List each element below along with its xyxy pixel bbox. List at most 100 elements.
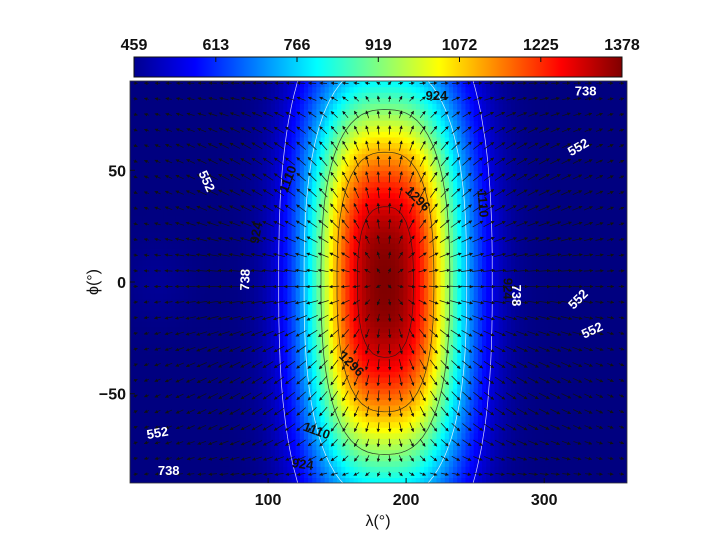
heatmap-cell xyxy=(353,209,359,216)
heatmap-cell xyxy=(312,187,317,194)
heatmap-cell xyxy=(374,254,380,261)
heatmap-cell xyxy=(361,427,367,434)
heatmap-cell xyxy=(245,282,251,289)
heatmap-cell xyxy=(250,259,255,266)
heatmap-cell xyxy=(353,326,359,333)
heatmap-cell xyxy=(187,209,193,216)
heatmap-cell xyxy=(395,203,400,211)
heatmap-cell xyxy=(366,103,371,110)
heatmap-cell xyxy=(374,209,380,216)
heatmap-cell xyxy=(395,153,400,160)
heatmap-cell xyxy=(299,203,305,211)
heatmap-cell xyxy=(316,175,322,183)
heatmap-cell xyxy=(250,148,255,155)
heatmap-cell xyxy=(237,164,243,171)
heatmap-cell xyxy=(312,388,317,395)
heatmap-cell xyxy=(361,287,367,294)
heatmap-cell xyxy=(138,86,144,93)
heatmap-cell xyxy=(250,81,255,88)
heatmap-cell xyxy=(142,209,148,216)
heatmap-cell xyxy=(221,365,226,372)
heatmap-cell xyxy=(349,97,355,104)
heatmap-cell xyxy=(345,209,351,216)
heatmap-cell xyxy=(341,404,346,412)
heatmap-cell xyxy=(274,248,280,255)
heatmap-cell xyxy=(134,337,139,345)
heatmap-cell xyxy=(237,175,243,183)
heatmap-cell xyxy=(361,276,367,283)
heatmap-cell xyxy=(274,209,280,216)
heatmap-cell xyxy=(328,164,334,171)
heatmap-cell xyxy=(403,103,409,110)
heatmap-cell xyxy=(192,92,197,99)
heatmap-cell xyxy=(250,443,255,451)
heatmap-cell xyxy=(225,404,230,412)
heatmap-cell xyxy=(353,421,359,428)
heatmap-cell xyxy=(337,226,342,233)
heatmap-cell xyxy=(175,449,181,456)
heatmap-cell xyxy=(332,471,338,479)
heatmap-cell xyxy=(395,382,400,389)
heatmap-cell xyxy=(403,282,409,289)
heatmap-cell xyxy=(407,220,413,227)
heatmap-cell xyxy=(357,170,363,177)
heatmap-cell xyxy=(163,187,168,194)
heatmap-cell xyxy=(370,321,375,328)
heatmap-cell xyxy=(395,455,400,462)
heatmap-cell xyxy=(233,120,239,127)
heatmap-cell xyxy=(361,293,367,300)
heatmap-cell xyxy=(295,114,301,121)
heatmap-cell xyxy=(349,142,355,149)
heatmap-cell xyxy=(179,309,185,317)
heatmap-cell xyxy=(370,332,375,339)
heatmap-cell xyxy=(378,404,384,412)
heatmap-cell xyxy=(158,382,164,389)
heatmap-cell xyxy=(163,198,168,205)
heatmap-cell xyxy=(283,203,288,211)
heatmap-cell xyxy=(142,410,148,417)
heatmap-cell xyxy=(378,443,384,451)
heatmap-cell xyxy=(192,282,197,289)
heatmap-cell xyxy=(167,203,173,211)
heatmap-cell xyxy=(328,438,334,445)
heatmap-cell xyxy=(146,443,152,451)
heatmap-cell xyxy=(171,432,177,439)
heatmap-cell xyxy=(221,125,226,132)
heatmap-cell xyxy=(382,220,388,227)
heatmap-cell xyxy=(138,388,144,395)
heatmap-cell xyxy=(353,81,359,88)
heatmap-cell xyxy=(270,114,276,121)
heatmap-cell xyxy=(258,92,264,99)
heatmap-cell xyxy=(225,270,230,278)
heatmap-cell xyxy=(138,393,144,400)
heatmap-cell xyxy=(171,187,177,194)
heatmap-cell xyxy=(390,432,396,439)
heatmap-cell xyxy=(361,354,367,361)
heatmap-cell xyxy=(411,360,417,367)
heatmap-cell xyxy=(374,192,380,199)
heatmap-cell xyxy=(130,332,135,339)
heatmap-cell xyxy=(407,421,413,428)
heatmap-cell xyxy=(241,220,247,227)
heatmap-cell xyxy=(270,270,276,278)
heatmap-cell xyxy=(382,215,388,222)
heatmap-cell xyxy=(291,242,297,250)
heatmap-cell xyxy=(229,114,235,121)
heatmap-cell xyxy=(258,399,264,406)
heatmap-cell xyxy=(258,276,264,283)
heatmap-cell xyxy=(332,265,338,272)
heatmap-cell xyxy=(138,332,144,339)
heatmap-cell xyxy=(283,309,288,317)
heatmap-cell xyxy=(353,181,359,188)
heatmap-cell xyxy=(154,304,160,311)
heatmap-cell xyxy=(279,270,284,278)
heatmap-cell xyxy=(262,298,268,305)
heatmap-cell xyxy=(386,86,392,93)
heatmap-cell xyxy=(366,242,371,250)
heatmap-cell xyxy=(158,86,164,93)
heatmap-cell xyxy=(279,466,284,473)
heatmap-cell xyxy=(295,376,301,384)
heatmap-cell xyxy=(316,136,322,144)
heatmap-cell xyxy=(192,343,197,350)
heatmap-cell xyxy=(167,332,173,339)
